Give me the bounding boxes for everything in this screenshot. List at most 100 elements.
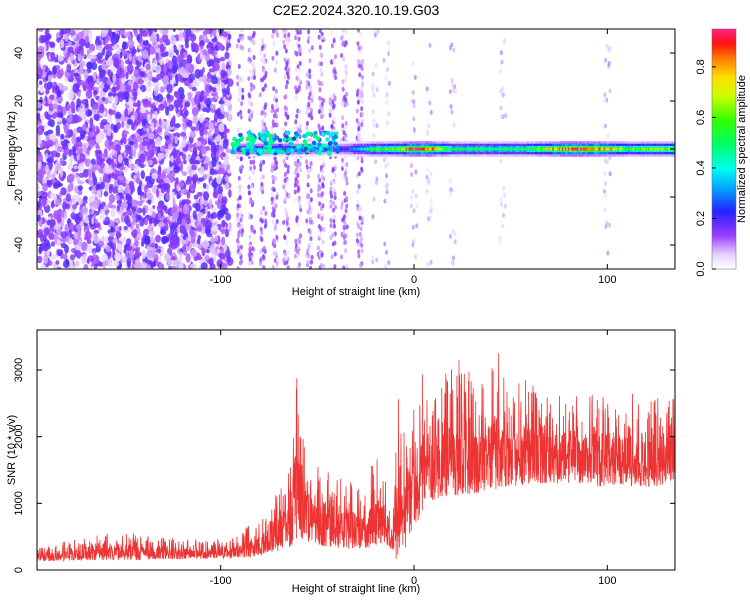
- spectrogram-cell: [400, 147, 403, 151]
- spectrogram-cell: [164, 135, 170, 141]
- spectrogram-cell: [236, 127, 240, 133]
- spectrogram-cell: [226, 68, 232, 76]
- spectrogram-cell: [83, 195, 88, 201]
- spectrogram-cell: [382, 57, 386, 63]
- spectrogram-cell: [167, 265, 172, 269]
- spectrogram-cell: [563, 147, 566, 151]
- spectrogram-cell: [112, 260, 120, 267]
- spectrogram-cell: [618, 147, 621, 151]
- spectrogram-cell: [321, 168, 325, 174]
- spectrogram-cell: [569, 147, 572, 151]
- spectrogram-cell: [198, 166, 205, 176]
- spectrogram-cell: [330, 94, 334, 100]
- spectrogram-cell: [273, 94, 277, 100]
- spectrogram-cell: [329, 186, 333, 192]
- spectrogram-cell: [411, 147, 414, 151]
- spectrogram-cell: [271, 55, 275, 61]
- spectrogram-cell: [165, 106, 170, 116]
- spectrogram-cell: [453, 239, 457, 245]
- spectrogram-cell: [224, 51, 230, 60]
- spectrogram-cell: [263, 224, 267, 229]
- spectrogram-cell: [236, 74, 239, 80]
- spectrogram-cell: [135, 60, 140, 64]
- spectrogram-cell: [118, 184, 123, 193]
- spectrogram-cell: [248, 199, 252, 205]
- spectrogram-cell: [210, 147, 214, 153]
- spectrogram-cell: [263, 113, 267, 119]
- spectrogram-cell: [344, 69, 348, 75]
- spectrogram-cell: [475, 147, 478, 151]
- spectrogram-cell: [126, 119, 133, 125]
- spectrogram-cell: [173, 165, 180, 174]
- spectrogram-cell: [298, 161, 302, 167]
- spectrogram-cell: [173, 123, 181, 128]
- spectrogram-cell: [271, 265, 275, 269]
- spectrogram-cell: [357, 249, 361, 255]
- spectrogram-cell: [452, 255, 455, 261]
- spectrogram-cell: [524, 147, 527, 151]
- spectrogram-cell: [261, 77, 265, 83]
- spectrogram-cell: [345, 203, 349, 209]
- spectrogram-cell: [387, 40, 391, 46]
- spectrogram-cell: [412, 99, 416, 105]
- spectrogram-cell: [56, 182, 63, 187]
- spectrogram-cell: [473, 147, 476, 151]
- spectrogram-cell: [263, 105, 267, 111]
- spectrogram-cell: [190, 170, 197, 175]
- spectrogram-cell: [306, 260, 310, 266]
- spectrogram-cell: [356, 200, 360, 205]
- spectrogram-cell: [319, 226, 323, 232]
- spectrogram-cell: [82, 143, 87, 153]
- spectrogram-cell: [90, 210, 95, 215]
- spectrogram-cell: [512, 147, 515, 151]
- spectrogram-cell: [105, 54, 109, 61]
- spectrogram-cell: [50, 201, 55, 209]
- spectrogram-cell: [100, 208, 106, 216]
- spectrogram-cell: [77, 180, 84, 185]
- spectrogram-cell: [360, 112, 364, 117]
- spectrogram-cell: [249, 165, 253, 171]
- spectrogram-cell: [204, 206, 209, 214]
- spectrogram-cell: [620, 147, 623, 151]
- spectrogram-cell: [202, 92, 209, 97]
- spectrogram-cell: [274, 88, 278, 94]
- spectrogram-cell: [91, 186, 96, 195]
- spectrogram-cell: [606, 250, 610, 256]
- spectrogram-cell: [211, 181, 216, 187]
- spectrogram-cell: [134, 164, 139, 169]
- spectrogram-cell: [157, 212, 162, 221]
- spectrogram-cell: [42, 246, 49, 252]
- spectrogram-cell: [387, 51, 391, 57]
- spectrogram-cell: [342, 216, 346, 222]
- spectrogram-cell: [262, 245, 266, 251]
- spectrogram-cell: [187, 143, 195, 148]
- spectrogram-cell: [330, 254, 334, 260]
- spectrogram-cell: [62, 253, 68, 261]
- spectrogram-cell: [236, 140, 241, 145]
- spectrogram-cell: [310, 97, 314, 103]
- spectrogram-cell: [190, 41, 195, 51]
- spectrogram-cell: [159, 58, 164, 66]
- spectrogram-cell: [239, 168, 243, 174]
- spectrogram-cell: [287, 74, 290, 80]
- spectrogram-cell: [220, 247, 225, 254]
- spectrogram-cell: [572, 147, 575, 151]
- spectrogram-cell: [373, 32, 377, 38]
- spectrogram-cell: [297, 48, 301, 54]
- spectrogram-cell: [415, 203, 419, 209]
- spectrogram-cell: [191, 164, 198, 171]
- spectrogram-cell: [241, 36, 245, 42]
- spectrogram-cell: [428, 215, 432, 221]
- spectrogram-cell: [107, 168, 114, 174]
- spectrogram-cell: [47, 139, 53, 145]
- spectrogram-cell: [586, 147, 589, 151]
- spectrogram-cell: [106, 115, 113, 124]
- spectrogram-cell: [308, 85, 312, 91]
- spectrogram-cell: [207, 211, 211, 219]
- spectrogram-cell: [199, 113, 205, 124]
- spectrogram-cell: [330, 193, 333, 199]
- spectrogram-cell: [132, 229, 137, 239]
- spectrogram-cell: [41, 242, 46, 248]
- spectrogram-cell: [192, 147, 198, 157]
- spectrogram-cell: [212, 253, 216, 262]
